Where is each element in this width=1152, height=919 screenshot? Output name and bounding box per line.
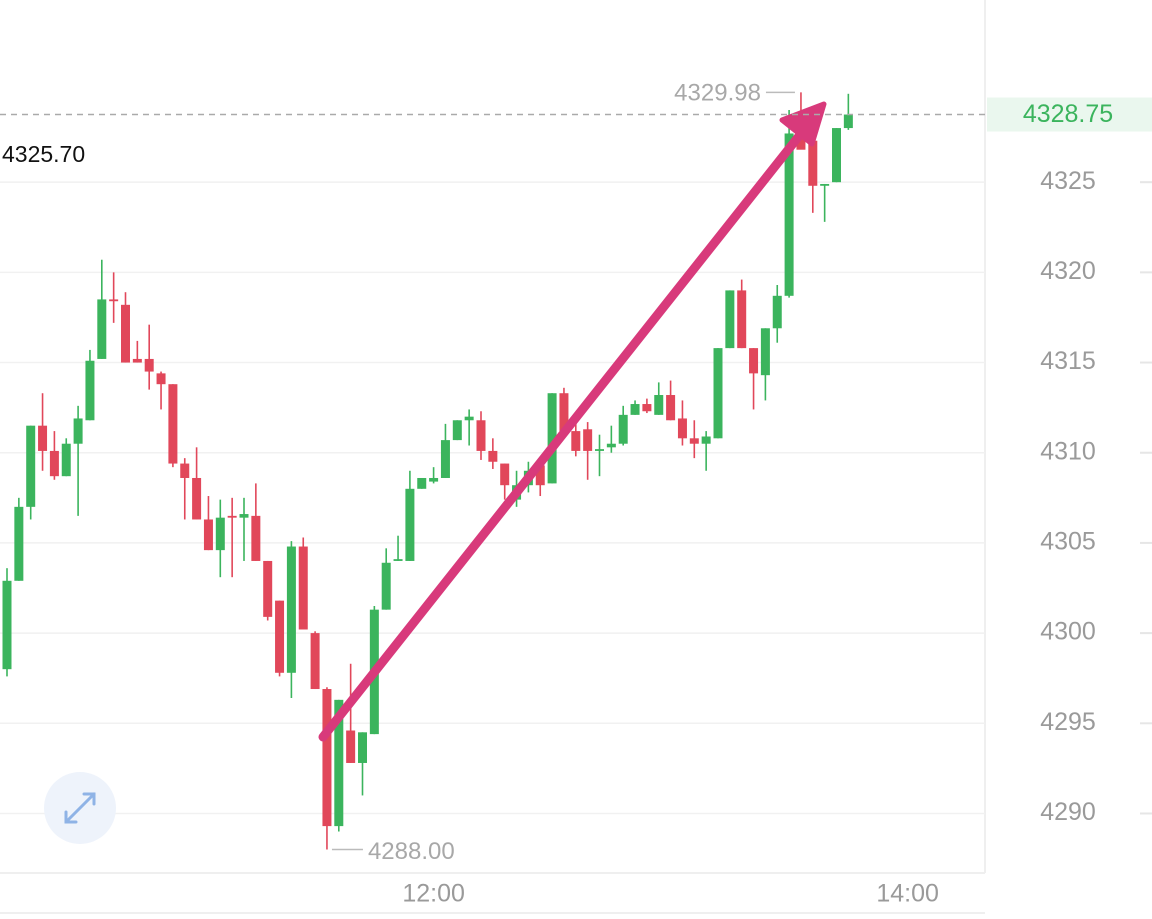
candle-body bbox=[440, 440, 450, 478]
trend-arrow bbox=[318, 101, 827, 742]
candle-body bbox=[571, 431, 581, 451]
candle-body bbox=[286, 546, 296, 673]
candle-body bbox=[796, 133, 806, 150]
candle-body bbox=[583, 429, 593, 451]
candle-body bbox=[464, 416, 474, 421]
candle-body bbox=[488, 450, 498, 462]
candle-body bbox=[749, 348, 759, 374]
min-marker-label: 4288.00 bbox=[368, 838, 455, 865]
candle-body bbox=[334, 699, 344, 827]
candle-body bbox=[429, 477, 439, 482]
candle-body bbox=[500, 463, 510, 486]
candle-body bbox=[358, 732, 367, 763]
candle-body bbox=[322, 689, 332, 827]
candle-body bbox=[109, 299, 119, 302]
candle-body bbox=[168, 384, 178, 464]
candle-body bbox=[180, 463, 190, 478]
candle-body bbox=[677, 418, 687, 439]
ref-label: 4325.70 bbox=[2, 141, 85, 167]
plot-area bbox=[0, 92, 985, 850]
candle-body bbox=[843, 114, 853, 129]
candle-body bbox=[476, 420, 486, 451]
y-tick-label: 4315 bbox=[1040, 347, 1096, 375]
candle-body bbox=[310, 633, 320, 690]
candle-body bbox=[808, 140, 818, 186]
candle-body bbox=[215, 517, 225, 551]
candle-body bbox=[737, 290, 747, 349]
candle-body bbox=[49, 450, 59, 477]
y-tick-label: 4300 bbox=[1040, 618, 1096, 646]
max-marker-label: 4329.98 bbox=[674, 80, 761, 107]
candle-body bbox=[405, 488, 415, 561]
candle-body bbox=[26, 425, 36, 507]
candle-body bbox=[606, 443, 616, 448]
y-tick-label: 4325 bbox=[1040, 167, 1096, 195]
candle-body bbox=[666, 395, 676, 421]
candle-body bbox=[132, 358, 142, 363]
candle-body bbox=[417, 477, 427, 489]
candle-body bbox=[654, 395, 664, 415]
candle-body bbox=[61, 443, 71, 477]
candle-body bbox=[725, 290, 735, 349]
last-price-box bbox=[987, 97, 1152, 132]
candle-body bbox=[784, 133, 794, 296]
candle-body bbox=[192, 477, 202, 520]
y-tick-label: 4295 bbox=[1040, 708, 1096, 736]
candle-body bbox=[251, 515, 261, 561]
x-tick-label: 12:00 bbox=[402, 880, 465, 908]
candle-body bbox=[2, 580, 12, 670]
candle-body bbox=[832, 128, 841, 183]
y-tick-label: 4320 bbox=[1040, 257, 1096, 285]
y-tick-label: 4310 bbox=[1040, 437, 1096, 465]
candle-body bbox=[73, 418, 83, 444]
candle-body bbox=[452, 420, 462, 441]
candle-body bbox=[156, 373, 166, 385]
candle-body bbox=[559, 393, 569, 432]
candle-body bbox=[642, 404, 652, 412]
candle-body bbox=[689, 438, 699, 444]
candle-body bbox=[618, 414, 628, 444]
candle-body bbox=[14, 506, 24, 581]
y-tick-label: 4305 bbox=[1040, 528, 1096, 556]
candle-body bbox=[38, 425, 48, 451]
x-tick-label: 14:00 bbox=[876, 880, 939, 908]
candle-body bbox=[630, 404, 640, 415]
y-tick-label: 4290 bbox=[1040, 798, 1096, 826]
candle-body bbox=[298, 546, 308, 630]
candle-body bbox=[346, 730, 356, 763]
candle-body bbox=[701, 436, 711, 444]
last-price-label: 4328.75 bbox=[1023, 100, 1113, 128]
candle-body bbox=[121, 304, 130, 363]
candle-body bbox=[547, 393, 557, 484]
candle-body bbox=[85, 360, 95, 421]
candle-body bbox=[713, 348, 723, 439]
candle-body bbox=[820, 183, 830, 186]
expand-button[interactable] bbox=[44, 772, 116, 844]
candle-body bbox=[97, 299, 107, 359]
candle-body bbox=[275, 600, 285, 673]
candle-body bbox=[595, 449, 604, 451]
candle-body bbox=[203, 519, 213, 551]
candle-body bbox=[381, 562, 391, 610]
candle-body bbox=[144, 358, 154, 372]
candle-body bbox=[535, 465, 545, 486]
candle-body bbox=[227, 515, 237, 518]
candle-body bbox=[393, 559, 403, 561]
candle-body bbox=[239, 514, 249, 518]
candle-body bbox=[760, 328, 770, 376]
candle-body bbox=[772, 295, 782, 329]
candle-body bbox=[263, 560, 273, 617]
